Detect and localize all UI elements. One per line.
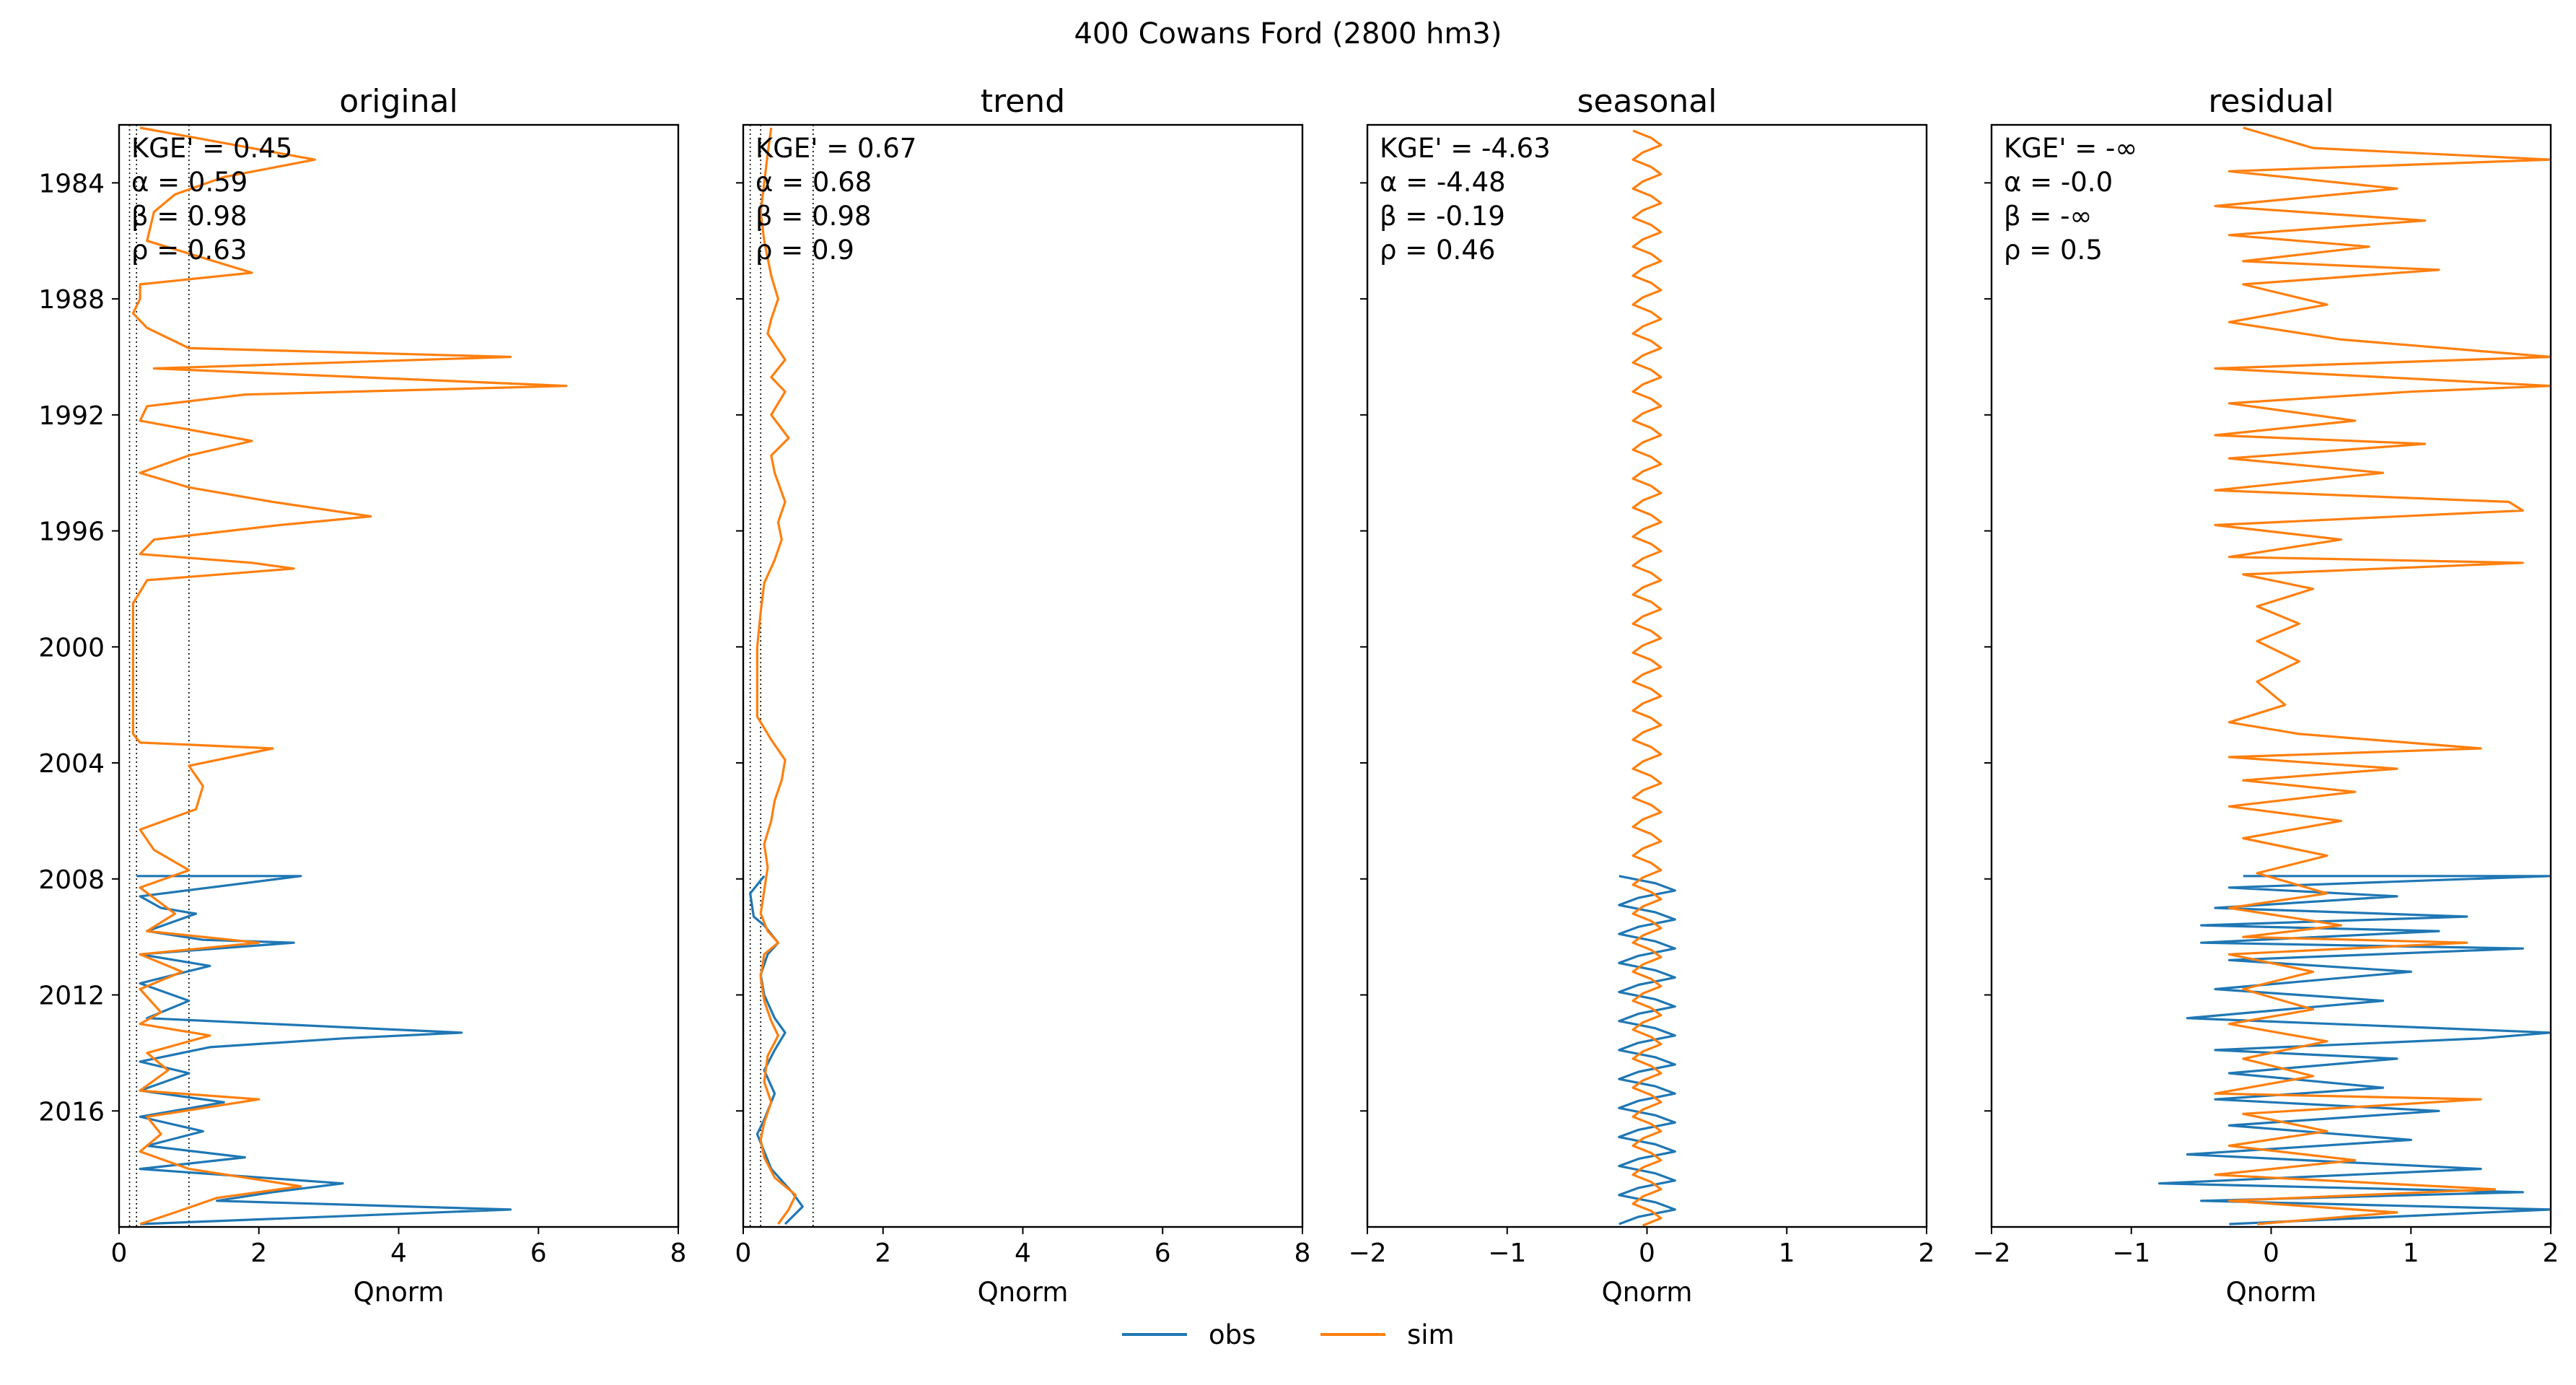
x-tick-label: 4 — [390, 1238, 407, 1268]
plot-area — [128, 125, 568, 1227]
panel-title: trend — [981, 83, 1065, 120]
panel-seasonal: seasonal −2 −1 0 1 2 Qnorm KGE' = -4.63α = -4.4… — [1348, 83, 1935, 1308]
y-tick-label: 1988 — [38, 285, 105, 315]
x-tick-label: 8 — [670, 1238, 687, 1268]
metric-label: β = -∞ — [2004, 201, 2092, 232]
metric-label: KGE' = 0.67 — [755, 133, 916, 164]
plot-area — [749, 125, 814, 1227]
series-line-sim — [2214, 126, 2551, 1225]
x-tick-label: −2 — [1972, 1238, 2010, 1268]
x-axis-label: Qnorm — [1602, 1277, 1693, 1308]
metric-label: α = -0.0 — [2004, 167, 2113, 198]
metric-label: α = -4.48 — [1380, 167, 1506, 198]
y-tick-label: 2016 — [38, 1097, 105, 1127]
x-tick-label: 0 — [1639, 1238, 1655, 1268]
metric-label: β = -0.19 — [1380, 201, 1505, 232]
y-tick-label: 2000 — [38, 633, 105, 663]
y-tick-label: 2008 — [38, 865, 105, 895]
panel-original: original 0 2 4 6 8 Qnorm 1984 1988 1992 1996 2000 20… — [38, 83, 686, 1308]
y-tick-label: 2004 — [38, 749, 105, 779]
x-tick-label: 0 — [111, 1238, 128, 1268]
panel-residual: residual −2 −1 0 1 2 Qnorm KGE' = -∞α = -0.0β =… — [1972, 83, 2559, 1308]
x-tick-label: 6 — [530, 1238, 547, 1268]
metric-label: ρ = 0.46 — [1380, 235, 1495, 266]
axes-frame — [118, 123, 680, 1228]
metric-label: ρ = 0.63 — [131, 235, 247, 266]
y-tick-label: 1996 — [38, 517, 105, 547]
x-tick-label: 8 — [1294, 1238, 1311, 1268]
x-tick-label: 0 — [2263, 1238, 2279, 1268]
x-tick-label: −2 — [1348, 1238, 1386, 1268]
x-tick-label: 2 — [2543, 1238, 2559, 1268]
metric-label: KGE' = -4.63 — [1380, 133, 1551, 164]
x-tick-label: 2 — [250, 1238, 267, 1268]
legend-label-obs: obs — [1209, 1319, 1256, 1350]
y-tick-label: 2012 — [38, 982, 105, 1011]
legend: obs sim — [1122, 1319, 1455, 1350]
x-tick-label: 2 — [1919, 1238, 1935, 1268]
legend-label-sim: sim — [1407, 1319, 1455, 1350]
x-tick-label: 0 — [735, 1238, 752, 1268]
x-tick-label: −1 — [2112, 1238, 2150, 1268]
x-tick-label: −1 — [1488, 1238, 1526, 1268]
x-axis-label: Qnorm — [978, 1277, 1069, 1308]
metric-label: KGE' = 0.45 — [131, 133, 292, 164]
panel-title: original — [339, 83, 457, 120]
metric-label: α = 0.59 — [131, 167, 247, 198]
figure-title: 400 Cowans Ford (2800 hm3) — [1074, 17, 1502, 51]
x-axis-label: Qnorm — [2226, 1277, 2317, 1308]
x-axis-label: Qnorm — [354, 1277, 444, 1308]
metric-label: α = 0.68 — [755, 167, 872, 198]
axes-frame — [742, 123, 1304, 1228]
y-tick-label: 1984 — [38, 169, 105, 198]
metric-label: β = 0.98 — [755, 201, 872, 232]
panel-title: seasonal — [1577, 83, 1717, 120]
series-line-sim — [131, 126, 568, 1225]
panel-trend: trend 0 2 4 6 8 Qnorm KGE' = 0.67α = 0.68β = 0.… — [735, 83, 1311, 1308]
series-line-obs — [1618, 875, 1676, 1225]
series-line-sim — [755, 127, 797, 1225]
x-tick-label: 6 — [1155, 1238, 1171, 1268]
x-tick-label: 1 — [2403, 1238, 2419, 1268]
plot-area — [2157, 126, 2551, 1225]
x-tick-label: 1 — [1779, 1238, 1795, 1268]
series-line-obs — [2157, 875, 2551, 1225]
series-line-obs — [136, 875, 512, 1225]
x-tick-label: 4 — [1015, 1238, 1031, 1268]
metric-label: KGE' = -∞ — [2004, 133, 2137, 164]
series-line-obs — [749, 875, 804, 1225]
metric-label: ρ = 0.9 — [755, 235, 854, 266]
x-tick-label: 2 — [875, 1238, 891, 1268]
metric-label: ρ = 0.5 — [2004, 235, 2103, 266]
metric-label: β = 0.98 — [131, 201, 247, 232]
panel-title: residual — [2208, 83, 2334, 120]
y-tick-label: 1992 — [38, 401, 105, 431]
axes-frame — [1366, 123, 1928, 1228]
plot-area — [1618, 129, 1676, 1227]
series-line-sim — [1631, 129, 1662, 1227]
